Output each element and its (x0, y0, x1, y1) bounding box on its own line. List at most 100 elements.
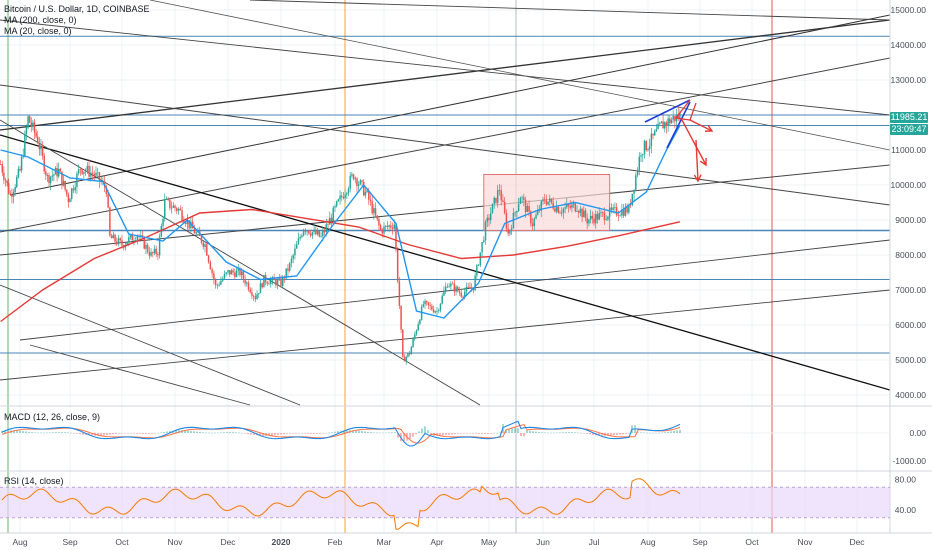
candle-body (572, 203, 575, 205)
macd-histogram-bar (583, 433, 585, 434)
candle-body (181, 210, 183, 221)
macd-axis-label: -1000.00 (892, 456, 926, 466)
candle-body (285, 268, 287, 279)
candle-body (126, 242, 128, 245)
time-axis-label: Dec (220, 537, 236, 547)
macd-histogram-bar (415, 433, 417, 435)
candle-body (116, 241, 118, 245)
candle-body (664, 122, 666, 129)
trendline (29, 344, 251, 406)
candle-body (550, 198, 553, 203)
macd-histogram-bar (175, 430, 177, 433)
macd-histogram-bar (304, 433, 306, 434)
candle-body (216, 284, 219, 286)
candle-body (390, 225, 392, 228)
candle-body (378, 218, 380, 226)
candle-body (234, 272, 236, 277)
macd-histogram-bar (547, 432, 549, 434)
macd-histogram-bar (550, 432, 552, 434)
symbol-title[interactable]: Bitcoin / U.S. Dollar, 1D, COINBASE (4, 4, 150, 14)
candle-body (547, 201, 549, 205)
candle-body (677, 114, 679, 119)
macd-histogram-bar (652, 432, 654, 434)
candle-body (653, 131, 656, 136)
candle-body (612, 207, 614, 210)
candle-body (470, 287, 473, 289)
candle-body (278, 278, 281, 281)
macd-histogram-bar (544, 432, 546, 434)
macd-histogram-bar (298, 433, 300, 434)
macd-histogram-bar (295, 433, 297, 434)
macd-histogram-bar (82, 433, 84, 435)
macd-histogram-bar (154, 433, 156, 434)
ma20-legend[interactable]: MA (20, close, 0) (4, 26, 72, 36)
candle-body (214, 279, 217, 286)
candle-body (402, 329, 404, 358)
candle-body (315, 229, 317, 235)
time-axis-label: Apr (430, 537, 443, 547)
candle-body (24, 134, 26, 156)
macd-histogram-bar (529, 430, 531, 433)
macd-histogram-bar (100, 433, 102, 436)
candle-body (469, 286, 471, 289)
candle-body (162, 218, 164, 226)
candle-body (230, 270, 233, 275)
macd-histogram-bar (277, 433, 279, 435)
candle-body (453, 283, 456, 292)
macd-histogram-bar (409, 433, 411, 440)
candle-body (441, 295, 443, 304)
rsi-legend[interactable]: RSI (14, close) (4, 476, 64, 486)
candle-body (474, 275, 476, 291)
candle-body (239, 268, 241, 275)
candle-body (195, 232, 197, 234)
candle-body (648, 146, 651, 150)
candle-body (223, 273, 226, 279)
macd-histogram-bar (244, 433, 246, 434)
macd-histogram-bar (532, 431, 534, 433)
macd-histogram-bar (421, 428, 423, 433)
candle-body (242, 271, 245, 279)
macd-histogram-bar (124, 433, 126, 434)
price-axis-label: 9000.00 (895, 215, 926, 225)
candle-body (672, 116, 674, 120)
candle-body (150, 252, 152, 256)
candle-body (167, 199, 169, 200)
candle-body (662, 121, 664, 129)
arrow-to-lower-mid (681, 119, 707, 166)
macd-histogram-bar (442, 433, 444, 436)
candle-body (412, 338, 414, 347)
candle-body (347, 188, 350, 194)
candle-body (235, 270, 238, 277)
candle-body (588, 219, 590, 224)
macd-histogram-bar (190, 430, 192, 433)
candle-body (53, 174, 55, 176)
candle-body (276, 280, 279, 286)
candle-body (302, 229, 305, 236)
candle-body (598, 213, 600, 220)
candle-body (258, 293, 260, 295)
candle-body (395, 224, 397, 250)
macd-histogram-bar (448, 433, 450, 435)
candle-body (323, 230, 326, 233)
macd-legend[interactable]: MACD (12, 26, close, 9) (4, 412, 101, 422)
time-axis-label: Nov (797, 537, 813, 547)
candle-body (610, 207, 613, 210)
candle-body (629, 204, 632, 206)
macd-histogram-bar (577, 432, 579, 434)
candle-body (521, 197, 523, 199)
ma200-legend[interactable]: MA (200, close, 0) (4, 15, 77, 25)
macd-histogram-bar (37, 432, 39, 434)
macd-histogram-bar (505, 429, 507, 433)
candle-body (400, 305, 402, 330)
candle-body (465, 286, 468, 292)
candle-body (43, 155, 45, 172)
price-axis-label: 6000.00 (895, 320, 926, 330)
candle-body (32, 122, 34, 127)
candle-body (46, 175, 49, 176)
macd-histogram-bar (199, 431, 201, 433)
candle-body (510, 228, 513, 230)
rsi-axis-label: 80.00 (895, 475, 917, 485)
macd-histogram-bar (127, 433, 129, 434)
macd-histogram-bar (493, 433, 495, 434)
